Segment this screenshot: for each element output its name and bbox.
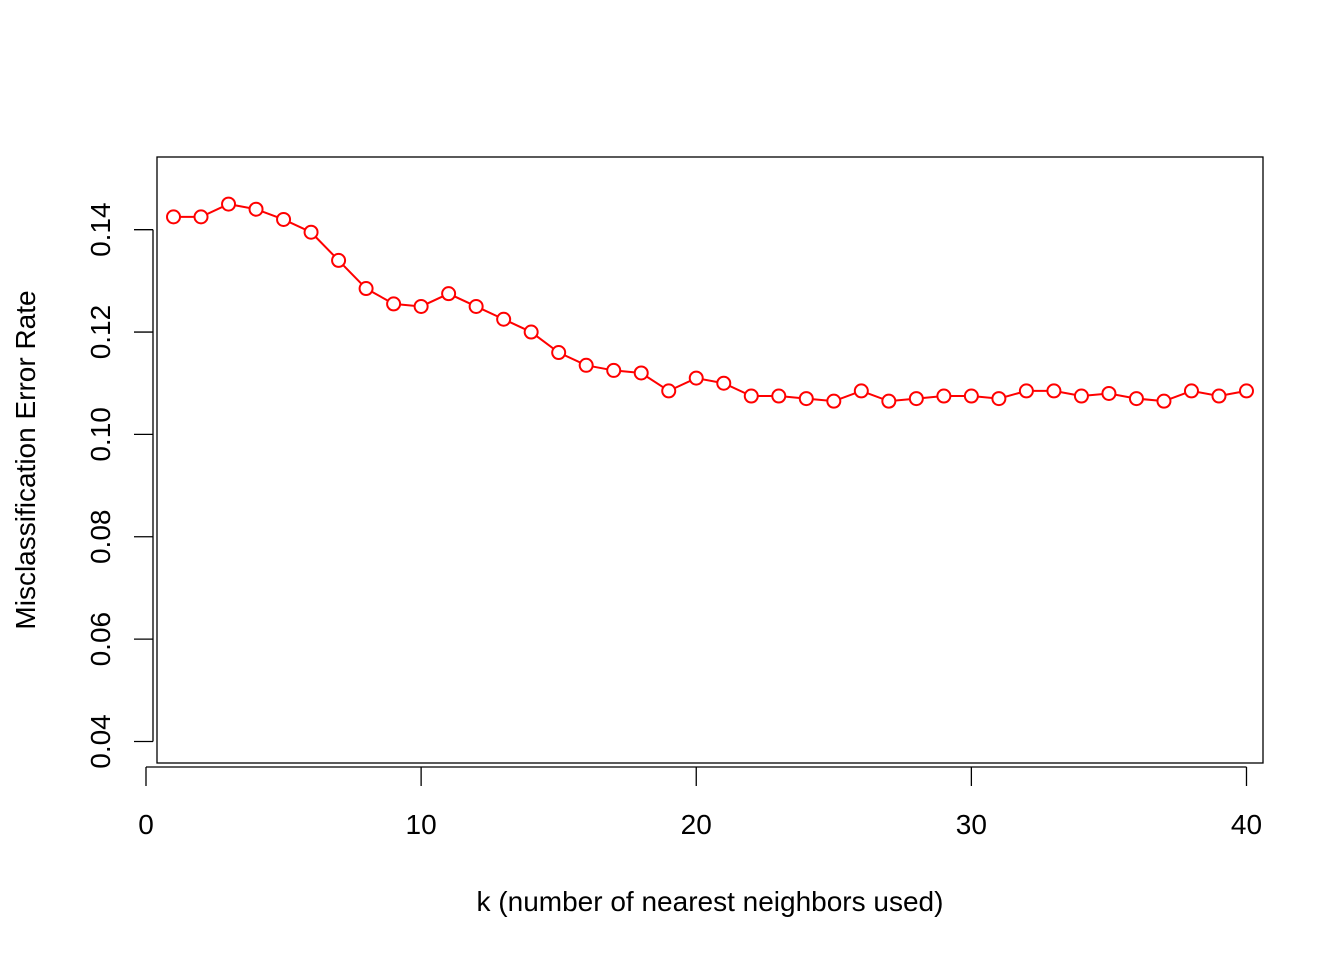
data-point [1183, 383, 1199, 399]
x-tick-label: 10 [406, 809, 437, 840]
data-point [1238, 383, 1254, 399]
data-point [248, 201, 264, 217]
data-point [853, 383, 869, 399]
data-point [303, 224, 319, 240]
data-point [1128, 391, 1144, 407]
data-point [881, 393, 897, 409]
x-axis-label: k (number of nearest neighbors used) [477, 886, 944, 917]
plot-frame [156, 156, 1264, 764]
y-tick-label: 0.04 [85, 714, 116, 769]
data-point [193, 209, 209, 225]
data-point [1018, 383, 1034, 399]
data-point [386, 296, 402, 312]
data-point [496, 311, 512, 327]
data-point [798, 391, 814, 407]
data-point [1046, 383, 1062, 399]
data-point [468, 298, 484, 314]
y-tick-label: 0.10 [85, 407, 116, 462]
data-point [1156, 393, 1172, 409]
data-point [963, 388, 979, 404]
data-point [606, 362, 622, 378]
data-point [688, 370, 704, 386]
x-tick-label: 40 [1231, 809, 1262, 840]
data-point [1073, 388, 1089, 404]
data-point [1211, 388, 1227, 404]
y-tick-label: 0.08 [85, 510, 116, 565]
data-point [578, 357, 594, 373]
data-point [936, 388, 952, 404]
data-point [771, 388, 787, 404]
y-axis-label: Misclassification Error Rate [10, 290, 41, 629]
y-tick-label: 0.06 [85, 612, 116, 667]
data-point [661, 383, 677, 399]
data-point [276, 211, 292, 227]
y-tick-label: 0.14 [85, 202, 116, 257]
series-line [173, 203, 1247, 403]
data-point [716, 375, 732, 391]
data-point [633, 365, 649, 381]
x-tick-label: 0 [138, 809, 154, 840]
x-axis: 0 10 20 30 40 [138, 766, 1262, 840]
data-point [743, 388, 759, 404]
data-point [221, 196, 237, 212]
data-point [358, 281, 374, 297]
y-tick-label: 0.12 [85, 305, 116, 360]
x-tick-label: 30 [956, 809, 987, 840]
data-point [441, 286, 457, 302]
data-point [991, 391, 1007, 407]
data-point [826, 393, 842, 409]
data-point [908, 391, 924, 407]
data-point [551, 345, 567, 361]
series-layer [166, 196, 1254, 409]
y-axis: 0.04 0.06 0.08 0.10 0.12 0.14 [85, 202, 154, 769]
data-point [331, 252, 347, 268]
data-point [523, 324, 539, 340]
data-point [413, 298, 429, 314]
data-point [1101, 385, 1117, 401]
data-point [166, 209, 182, 225]
x-tick-label: 20 [681, 809, 712, 840]
